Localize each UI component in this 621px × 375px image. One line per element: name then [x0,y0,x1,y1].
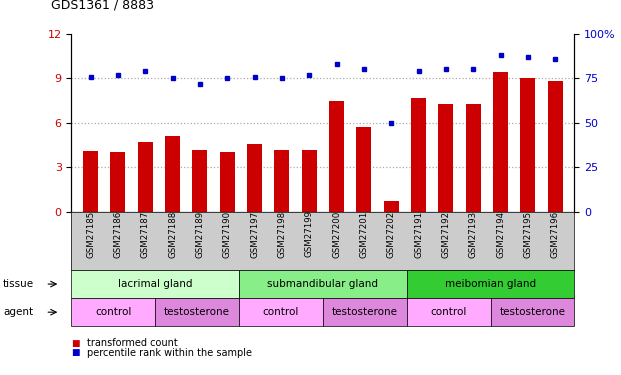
Text: control: control [263,307,299,317]
Bar [302,150,317,212]
Bar [520,78,535,212]
Text: percentile rank within the sample: percentile rank within the sample [87,348,252,357]
Bar [329,100,344,212]
Text: testosterone: testosterone [164,307,230,317]
Text: tissue: tissue [3,279,34,289]
Text: GDS1361 / 8883: GDS1361 / 8883 [51,0,154,11]
Text: ■: ■ [71,348,80,357]
Bar [165,136,180,212]
Bar [356,127,371,212]
Text: ■: ■ [71,339,80,348]
Text: testosterone: testosterone [332,307,398,317]
Bar [411,98,426,212]
Bar [274,150,289,212]
Bar [138,142,153,212]
Bar [83,151,98,212]
Text: meibomian gland: meibomian gland [445,279,536,289]
Text: control: control [95,307,132,317]
Text: lacrimal gland: lacrimal gland [118,279,193,289]
Text: transformed count: transformed count [87,338,178,348]
Bar [493,72,508,212]
Bar [548,81,563,212]
Text: submandibular gland: submandibular gland [268,279,378,289]
Bar [193,150,207,212]
Bar [466,104,481,212]
Text: control: control [430,307,467,317]
Bar [384,201,399,212]
Text: agent: agent [3,307,34,317]
Bar [438,104,453,212]
Bar [220,152,235,212]
Bar [247,144,262,212]
Text: testosterone: testosterone [499,307,566,317]
Bar [111,152,125,212]
